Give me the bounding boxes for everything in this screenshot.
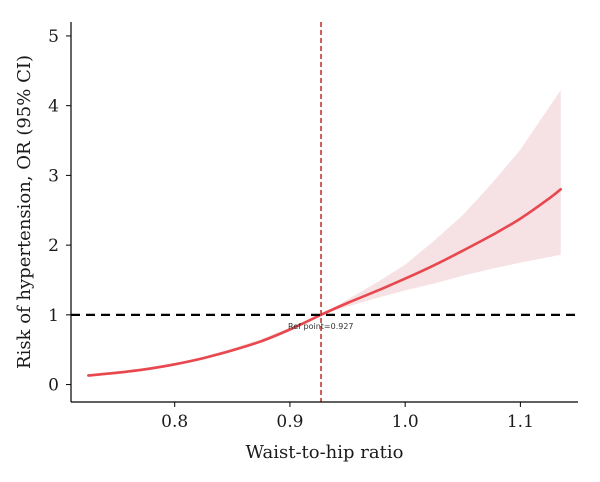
- x-tick-label: 1.1: [507, 412, 534, 432]
- x-tick-label: 0.9: [276, 412, 303, 432]
- x-tick-label: 1.0: [392, 412, 419, 432]
- ci-band: [88, 90, 561, 377]
- reference-lines-group: [71, 22, 578, 402]
- y-tick-label: 3: [48, 166, 59, 186]
- ci-band-group: [88, 90, 561, 377]
- y-axis-title: Risk of hypertension, OR (95% CI): [14, 55, 35, 369]
- y-tick-label: 0: [48, 376, 59, 396]
- axes-group: 0 1 2 3 4 5 0.8 0.9 1.0 1.1: [48, 22, 578, 432]
- estimate-line: [87, 188, 562, 377]
- ref-point-annotation: Ref point=0.927: [288, 322, 354, 331]
- y-tick-label: 5: [48, 27, 59, 47]
- x-axis-title: Waist-to-hip ratio: [246, 442, 404, 463]
- y-tick-label: 1: [48, 306, 59, 326]
- x-tick-label: 0.8: [161, 412, 188, 432]
- y-tick-label: 2: [48, 236, 59, 256]
- y-tick-label: 4: [48, 97, 59, 117]
- estimate-line-group: [87, 188, 562, 377]
